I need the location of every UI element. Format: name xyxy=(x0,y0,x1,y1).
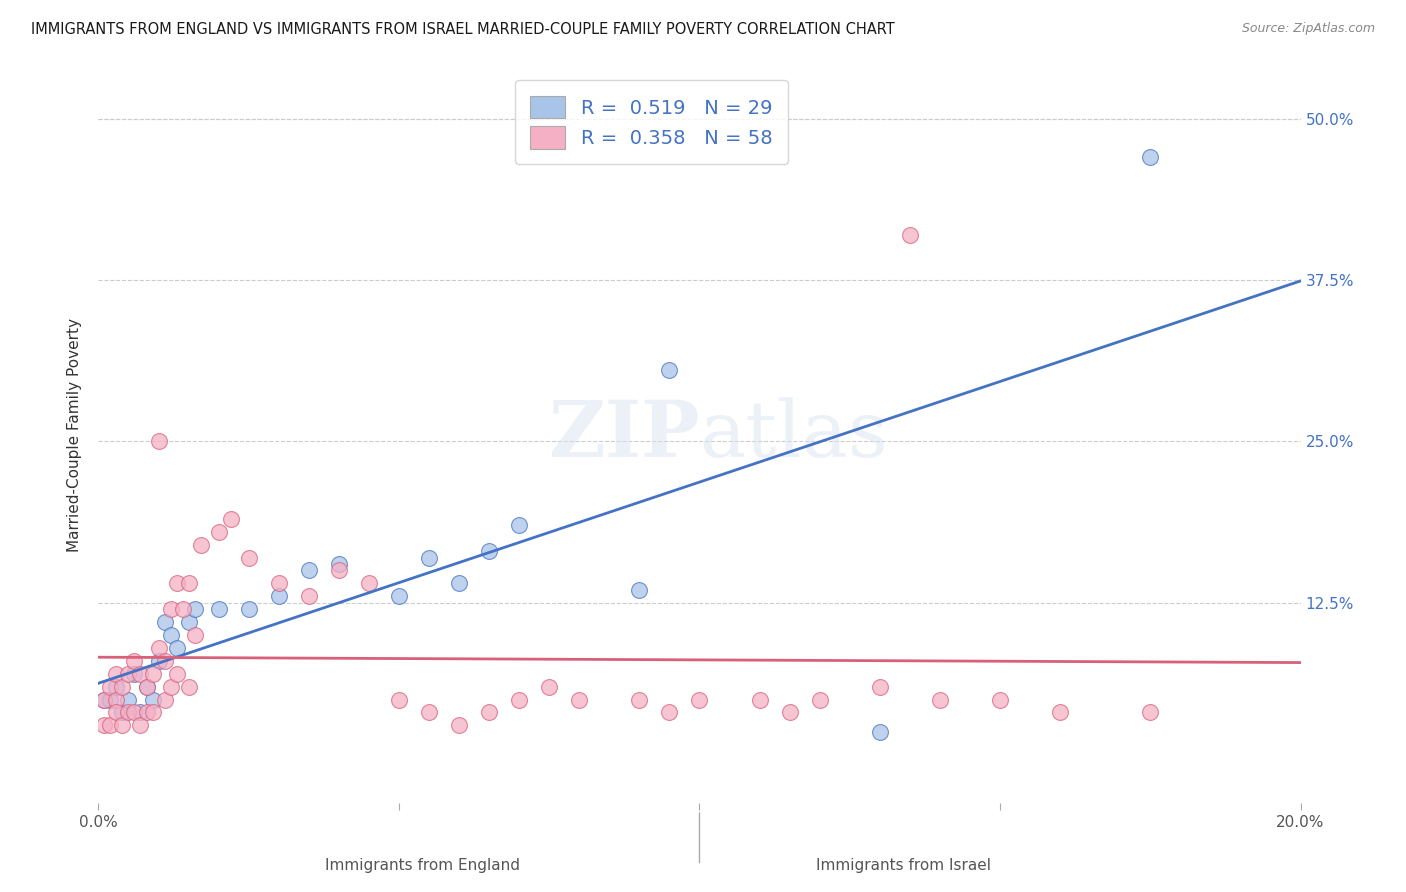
Point xyxy=(238,550,260,565)
Point xyxy=(148,434,170,449)
Point xyxy=(129,666,152,681)
Point xyxy=(111,706,134,720)
Text: IMMIGRANTS FROM ENGLAND VS IMMIGRANTS FROM ISRAEL MARRIED-COUPLE FAMILY POVERTY : IMMIGRANTS FROM ENGLAND VS IMMIGRANTS FR… xyxy=(31,22,894,37)
Point xyxy=(538,680,561,694)
Point xyxy=(177,680,200,694)
Legend: R =  0.519   N = 29, R =  0.358   N = 58: R = 0.519 N = 29, R = 0.358 N = 58 xyxy=(515,80,787,164)
Point xyxy=(100,680,122,694)
Text: Source: ZipAtlas.com: Source: ZipAtlas.com xyxy=(1241,22,1375,36)
Y-axis label: Married-Couple Family Poverty: Married-Couple Family Poverty xyxy=(67,318,83,552)
Point xyxy=(124,654,146,668)
Point xyxy=(298,589,321,603)
Point xyxy=(135,680,157,694)
Point xyxy=(166,576,188,591)
Point xyxy=(628,692,651,706)
Point xyxy=(148,654,170,668)
Point xyxy=(148,640,170,655)
Point xyxy=(388,589,411,603)
Point xyxy=(135,680,157,694)
Point xyxy=(748,692,770,706)
Point xyxy=(124,666,146,681)
Point xyxy=(153,692,176,706)
Point xyxy=(478,544,501,558)
Point xyxy=(628,582,651,597)
Point xyxy=(141,666,163,681)
Point xyxy=(478,706,501,720)
Point xyxy=(779,706,801,720)
Point xyxy=(111,680,134,694)
Point xyxy=(508,518,530,533)
Point xyxy=(93,718,115,732)
Point xyxy=(267,589,290,603)
Point xyxy=(153,615,176,629)
Point xyxy=(166,640,188,655)
Point xyxy=(328,557,350,571)
Point xyxy=(190,538,212,552)
Point xyxy=(129,718,152,732)
Point xyxy=(141,692,163,706)
Point xyxy=(117,666,139,681)
Point xyxy=(183,628,205,642)
Point xyxy=(93,692,115,706)
Text: atlas: atlas xyxy=(699,397,889,473)
Point xyxy=(129,706,152,720)
Point xyxy=(418,550,440,565)
Point xyxy=(100,692,122,706)
Point xyxy=(135,706,157,720)
Point xyxy=(105,666,128,681)
Point xyxy=(100,718,122,732)
Text: Immigrants from England: Immigrants from England xyxy=(326,858,520,873)
Point xyxy=(267,576,290,591)
Point xyxy=(105,706,128,720)
Point xyxy=(298,563,321,577)
Point xyxy=(388,692,411,706)
Point xyxy=(238,602,260,616)
Point xyxy=(124,706,146,720)
Point xyxy=(447,718,470,732)
Point xyxy=(93,692,115,706)
Point xyxy=(111,718,134,732)
Point xyxy=(208,602,231,616)
Point xyxy=(105,680,128,694)
Point xyxy=(658,706,681,720)
Point xyxy=(159,680,181,694)
Point xyxy=(1139,150,1161,164)
Point xyxy=(1139,706,1161,720)
Point xyxy=(159,602,181,616)
Point xyxy=(808,692,831,706)
Point xyxy=(357,576,380,591)
Point xyxy=(929,692,952,706)
Point xyxy=(153,654,176,668)
Point xyxy=(159,628,181,642)
Point xyxy=(105,692,128,706)
Point xyxy=(177,615,200,629)
Point xyxy=(208,524,231,539)
Point xyxy=(166,666,188,681)
Text: Immigrants from Israel: Immigrants from Israel xyxy=(817,858,991,873)
Point xyxy=(117,692,139,706)
Point xyxy=(418,706,440,720)
Point xyxy=(568,692,591,706)
Point xyxy=(988,692,1011,706)
Point xyxy=(172,602,194,616)
Point xyxy=(177,576,200,591)
Point xyxy=(328,563,350,577)
Point xyxy=(508,692,530,706)
Point xyxy=(688,692,710,706)
Point xyxy=(1049,706,1071,720)
Point xyxy=(447,576,470,591)
Point xyxy=(219,512,242,526)
Point xyxy=(658,363,681,377)
Point xyxy=(898,227,921,242)
Point xyxy=(869,724,891,739)
Point xyxy=(183,602,205,616)
Text: ZIP: ZIP xyxy=(548,397,699,473)
Point xyxy=(869,680,891,694)
Point xyxy=(117,706,139,720)
Point xyxy=(141,706,163,720)
